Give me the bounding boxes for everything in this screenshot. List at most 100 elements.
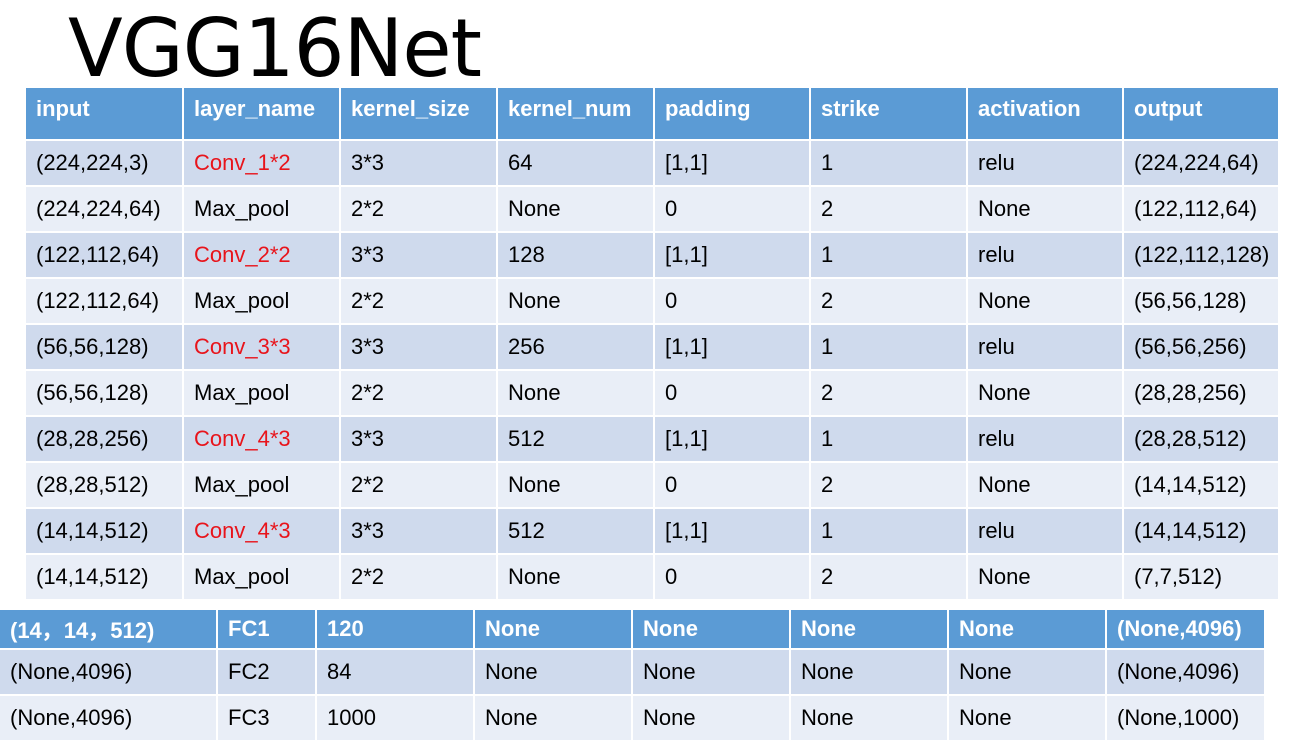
cell-kernel-size: 3*3 [339,508,497,555]
cell-kernel-size: 3*3 [339,232,497,279]
fc-header-col5: None [631,610,790,650]
cell-padding: [1,1] [653,232,810,279]
cell-input: (224,224,3) [26,140,183,187]
table-row: (28,28,256) Conv_4*3 3*3 512 [1,1] 1 rel… [26,416,1278,463]
cell-strike: 2 [809,462,967,509]
cell-kernel-size: 2*2 [339,370,497,417]
cell-output: (56,56,128) [1122,278,1278,325]
cell-activation: None [966,370,1123,417]
cell-col6: None [789,695,948,742]
cell-input: (None,4096) [0,695,217,742]
cell-output: (28,28,256) [1122,370,1278,417]
table-row: (224,224,3) Conv_1*2 3*3 64 [1,1] 1 relu… [26,140,1278,187]
cell-kernel-num: None [496,186,654,233]
cell-strike: 1 [809,324,967,371]
cell-strike: 2 [809,278,967,325]
fc-header-col4: None [473,610,632,650]
cell-padding: [1,1] [653,416,810,463]
table-row: (14,14,512) Max_pool 2*2 None 0 2 None (… [26,554,1278,601]
table-row: (56,56,128) Max_pool 2*2 None 0 2 None (… [26,370,1278,417]
table-header-row: input layer_name kernel_size kernel_num … [26,88,1278,141]
cell-padding: [1,1] [653,324,810,371]
cell-strike: 1 [809,508,967,555]
fc-header-col6: None [789,610,948,650]
table-row: (56,56,128) Conv_3*3 3*3 256 [1,1] 1 rel… [26,324,1278,371]
header-padding: padding [653,88,810,141]
cell-input: (122,112,64) [26,278,183,325]
cell-kernel-num: None [496,278,654,325]
cell-activation: None [966,278,1123,325]
cell-input: (None,4096) [0,649,217,696]
cell-layer-name: Conv_1*2 [182,140,340,187]
fc-header-output: (None,4096) [1105,610,1264,650]
cell-layer-name: Conv_4*3 [182,508,340,555]
cell-layer-name: Max_pool [182,462,340,509]
cell-strike: 2 [809,554,967,601]
header-activation: activation [966,88,1123,141]
cell-input: (14,14,512) [26,554,183,601]
cell-activation: None [966,554,1123,601]
cell-layer-name: Max_pool [182,554,340,601]
cell-strike: 1 [809,232,967,279]
cell-kernel-num: None [496,370,654,417]
vgg16-layer-table: input layer_name kernel_size kernel_num … [26,88,1278,601]
cell-col6: None [789,649,948,696]
table-row: (224,224,64) Max_pool 2*2 None 0 2 None … [26,186,1278,233]
header-kernel-size: kernel_size [339,88,497,141]
cell-kernel-size: 2*2 [339,554,497,601]
fc-layer-table: (14，14，512) FC1 120 None None None None … [0,610,1264,742]
table-row: (28,28,512) Max_pool 2*2 None 0 2 None (… [26,462,1278,509]
cell-layer-name: Conv_2*2 [182,232,340,279]
cell-col5: None [631,695,790,742]
header-layer-name: layer_name [182,88,340,141]
cell-activation: relu [966,140,1123,187]
cell-col4: None [473,695,632,742]
cell-kernel-num: 256 [496,324,654,371]
cell-layer-name: Conv_4*3 [182,416,340,463]
cell-layer-name: FC2 [216,649,316,696]
cell-strike: 1 [809,416,967,463]
cell-col7: None [947,695,1106,742]
header-kernel-num: kernel_num [496,88,654,141]
cell-output: (122,112,128) [1122,232,1278,279]
cell-output: (224,224,64) [1122,140,1278,187]
cell-padding: 0 [653,554,810,601]
cell-output: (7,7,512) [1122,554,1278,601]
cell-output: (None,1000) [1105,695,1264,742]
cell-input: (56,56,128) [26,324,183,371]
cell-activation: relu [966,416,1123,463]
fc-header-input: (14，14，512) [0,610,217,650]
cell-kernel-size: 3*3 [339,416,497,463]
cell-input: (122,112,64) [26,232,183,279]
cell-kernel-num: None [496,554,654,601]
cell-kernel-size: 2*2 [339,278,497,325]
cell-layer-name: Max_pool [182,370,340,417]
fc-header-col7: None [947,610,1106,650]
cell-output: (14,14,512) [1122,462,1278,509]
cell-activation: None [966,462,1123,509]
table-row: (122,112,64) Conv_2*2 3*3 128 [1,1] 1 re… [26,232,1278,279]
cell-output: (56,56,256) [1122,324,1278,371]
header-output: output [1122,88,1278,141]
cell-input: (28,28,256) [26,416,183,463]
cell-layer-name: Conv_3*3 [182,324,340,371]
cell-col5: None [631,649,790,696]
cell-padding: 0 [653,462,810,509]
cell-kernel-num: 128 [496,232,654,279]
fc-header-units: 120 [315,610,474,650]
cell-col7: None [947,649,1106,696]
cell-input: (14,14,512) [26,508,183,555]
cell-activation: relu [966,324,1123,371]
cell-activation: relu [966,232,1123,279]
cell-units: 1000 [315,695,474,742]
table-row: (14,14,512) Conv_4*3 3*3 512 [1,1] 1 rel… [26,508,1278,555]
cell-kernel-num: 512 [496,416,654,463]
cell-output: (122,112,64) [1122,186,1278,233]
cell-strike: 2 [809,370,967,417]
cell-layer-name: Max_pool [182,278,340,325]
cell-input: (56,56,128) [26,370,183,417]
table-row: (None,4096) FC2 84 None None None None (… [0,649,1264,696]
cell-padding: [1,1] [653,508,810,555]
cell-output: (None,4096) [1105,649,1264,696]
cell-kernel-size: 2*2 [339,186,497,233]
